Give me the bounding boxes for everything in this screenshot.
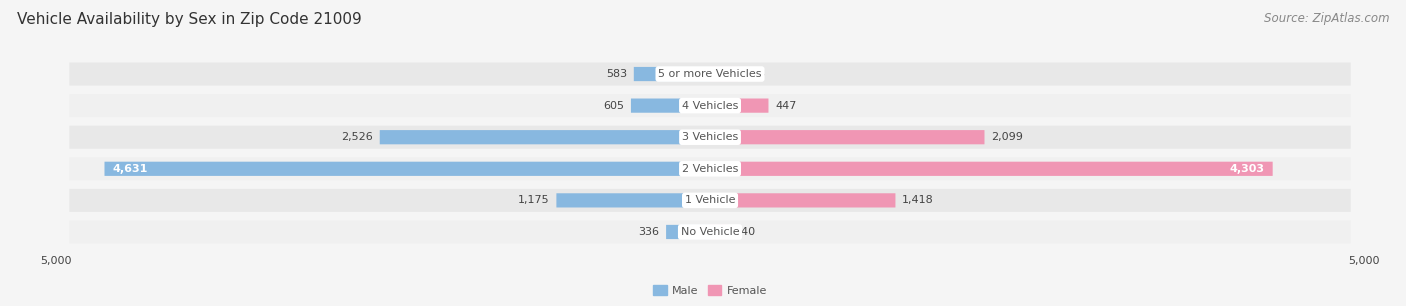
FancyBboxPatch shape xyxy=(710,193,896,207)
Text: 5 or more Vehicles: 5 or more Vehicles xyxy=(658,69,762,79)
FancyBboxPatch shape xyxy=(634,67,710,81)
FancyBboxPatch shape xyxy=(69,157,1351,180)
FancyBboxPatch shape xyxy=(104,162,710,176)
Text: Vehicle Availability by Sex in Zip Code 21009: Vehicle Availability by Sex in Zip Code … xyxy=(17,12,361,27)
Text: Source: ZipAtlas.com: Source: ZipAtlas.com xyxy=(1264,12,1389,25)
FancyBboxPatch shape xyxy=(557,193,710,207)
FancyBboxPatch shape xyxy=(631,99,710,113)
Text: 140: 140 xyxy=(735,227,756,237)
Text: 1,418: 1,418 xyxy=(903,195,934,205)
Text: 2 Vehicles: 2 Vehicles xyxy=(682,164,738,174)
FancyBboxPatch shape xyxy=(69,62,1351,86)
FancyBboxPatch shape xyxy=(710,67,738,81)
Text: 583: 583 xyxy=(606,69,627,79)
Text: 4,631: 4,631 xyxy=(112,164,148,174)
Text: 1,175: 1,175 xyxy=(519,195,550,205)
FancyBboxPatch shape xyxy=(710,225,728,239)
FancyBboxPatch shape xyxy=(69,220,1351,244)
Text: 2,099: 2,099 xyxy=(991,132,1024,142)
Legend: Male, Female: Male, Female xyxy=(648,281,772,300)
Text: No Vehicle: No Vehicle xyxy=(681,227,740,237)
FancyBboxPatch shape xyxy=(69,94,1351,117)
Text: 213: 213 xyxy=(744,69,765,79)
Text: 4,303: 4,303 xyxy=(1230,164,1265,174)
Text: 1 Vehicle: 1 Vehicle xyxy=(685,195,735,205)
Text: 605: 605 xyxy=(603,101,624,111)
FancyBboxPatch shape xyxy=(69,126,1351,149)
Text: 2,526: 2,526 xyxy=(342,132,373,142)
Text: 336: 336 xyxy=(638,227,659,237)
Text: 3 Vehicles: 3 Vehicles xyxy=(682,132,738,142)
FancyBboxPatch shape xyxy=(69,189,1351,212)
FancyBboxPatch shape xyxy=(710,99,769,113)
Text: 4 Vehicles: 4 Vehicles xyxy=(682,101,738,111)
FancyBboxPatch shape xyxy=(666,225,710,239)
FancyBboxPatch shape xyxy=(710,162,1272,176)
FancyBboxPatch shape xyxy=(380,130,710,144)
Text: 447: 447 xyxy=(775,101,796,111)
FancyBboxPatch shape xyxy=(710,130,984,144)
